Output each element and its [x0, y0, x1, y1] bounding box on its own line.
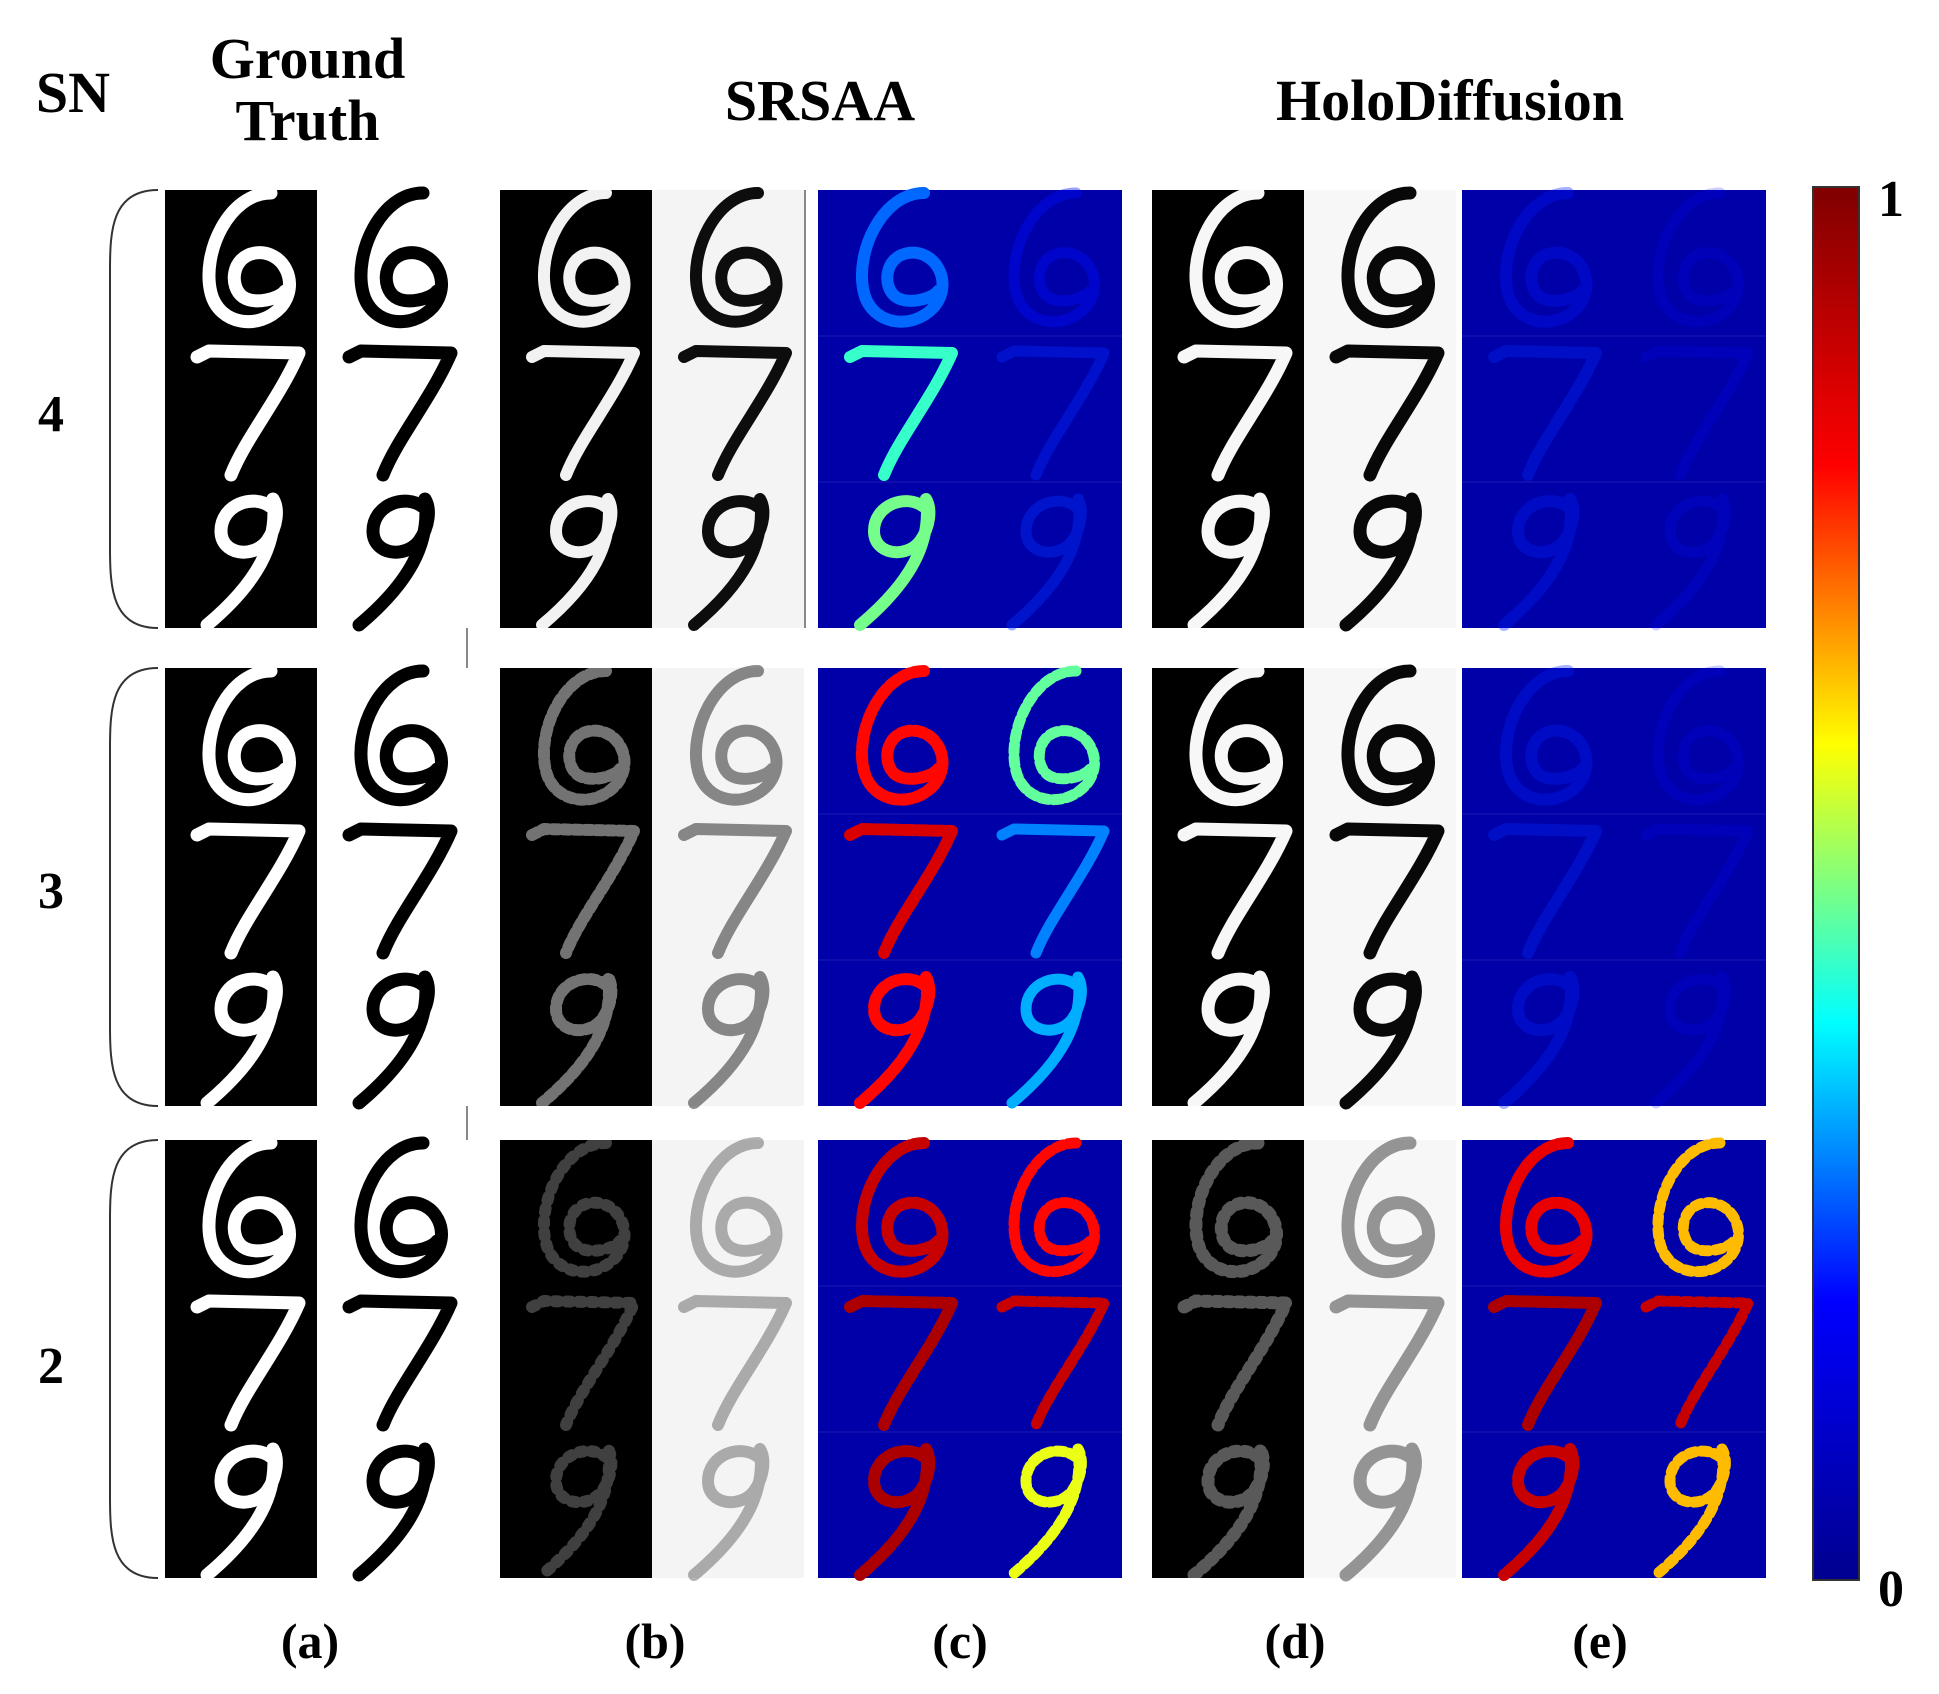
- sn-label-2: 2: [38, 1338, 64, 1395]
- sub-label-e: (e): [1572, 1613, 1628, 1669]
- holodiffusion-header: HoloDiffusion: [1275, 68, 1625, 133]
- sub-label-a: (a): [280, 1613, 340, 1669]
- ground-truth-header-line2: Truth: [235, 88, 380, 153]
- sn-brackets: [109, 189, 159, 1579]
- colorbar-max-label: 1: [1878, 171, 1904, 228]
- srsaa-header: SRSAA: [724, 68, 916, 133]
- ground-truth-header: Ground Truth: [165, 28, 450, 152]
- sub-label-c: (c): [932, 1613, 988, 1669]
- colorbar: [1812, 186, 1860, 1581]
- colorbar-min-label: 0: [1878, 1561, 1904, 1618]
- sub-label-b: (b): [624, 1613, 686, 1669]
- ground-truth-header-line1: Ground: [209, 26, 406, 91]
- sn-label-3: 3: [38, 863, 64, 920]
- sn-header: SN: [35, 60, 111, 125]
- sn-label-4: 4: [38, 386, 64, 443]
- sub-label-d: (d): [1264, 1613, 1326, 1669]
